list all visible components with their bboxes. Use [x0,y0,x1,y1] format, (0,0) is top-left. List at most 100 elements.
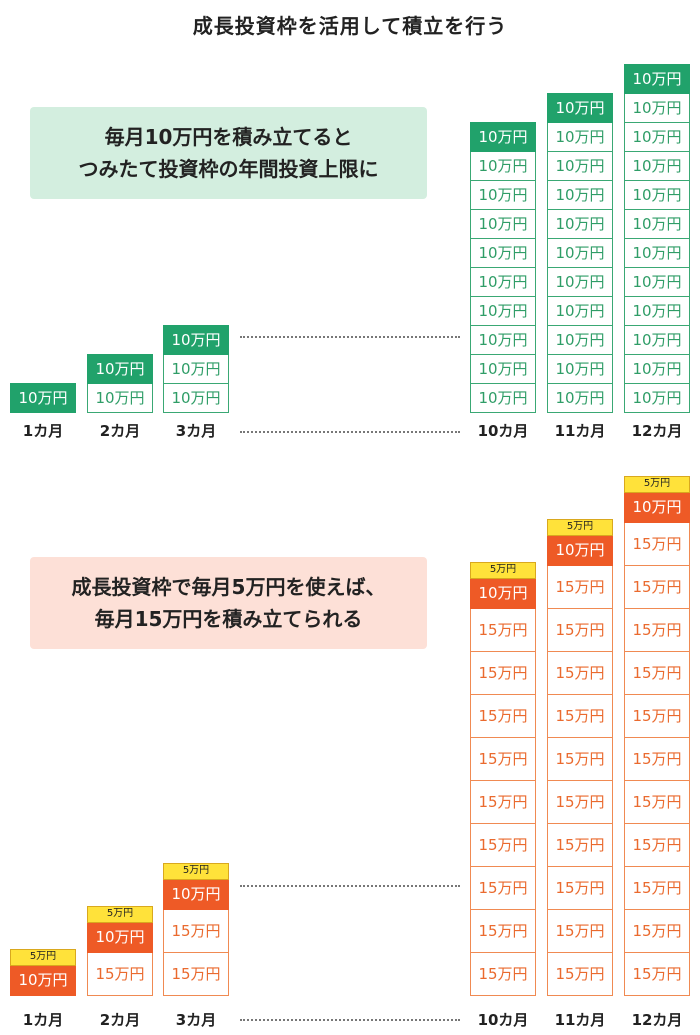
top-callout: 毎月10万円を積み立てると つみたて投資枠の年間投資上限に [30,107,427,199]
bottom-callout-line-2: 毎月15万円を積み立てられる [94,607,363,631]
orange-top-cell: 10万円 [87,922,153,953]
green-cell: 10万円 [547,238,613,268]
top-ellipsis-dots [240,336,460,338]
orange-top-cell: 10万円 [10,965,76,996]
green-cell: 10万円 [470,383,536,413]
orange-cell: 15万円 [547,823,613,867]
green-cell: 10万円 [624,296,690,326]
green-top-cell: 10万円 [547,93,613,123]
green-cell: 10万円 [470,180,536,210]
bottom-ellipsis-dots [240,885,460,887]
diagram-title: 成長投資枠を活用して積立を行う [192,14,508,38]
orange-cell: 15万円 [547,565,613,609]
month-label-4: 11カ月 [554,422,606,440]
green-top-cell: 10万円 [163,325,229,355]
orange-cell: 15万円 [547,952,613,996]
green-cell: 10万円 [624,383,690,413]
green-cell: 10万円 [470,325,536,355]
orange-top-cell: 10万円 [547,535,613,566]
green-cell: 10万円 [163,383,229,413]
orange-cell: 15万円 [624,565,690,609]
yellow-bar: 5万円 [163,863,229,880]
orange-cell: 15万円 [624,651,690,695]
top-month-ellipsis-dots [240,431,460,433]
month-label-1: 2カ月 [99,422,141,440]
green-cell: 10万円 [470,151,536,181]
orange-cell: 15万円 [547,651,613,695]
orange-cell: 15万円 [547,780,613,824]
green-cell: 10万円 [547,325,613,355]
green-cell: 10万円 [624,180,690,210]
month-label-3: 10カ月 [477,1011,529,1029]
yellow-bar: 5万円 [10,949,76,966]
green-top-cell: 10万円 [87,354,153,384]
green-cell: 10万円 [470,209,536,239]
month-label-0: 1カ月 [22,1011,64,1029]
orange-cell: 15万円 [470,866,536,910]
green-cell: 10万円 [547,267,613,297]
orange-cell: 15万円 [470,780,536,824]
green-cell: 10万円 [470,354,536,384]
month-label-2: 3カ月 [175,422,217,440]
orange-top-cell: 10万円 [470,578,536,609]
green-cell: 10万円 [470,296,536,326]
green-top-cell: 10万円 [10,383,76,413]
orange-cell: 15万円 [470,737,536,781]
green-cell: 10万円 [624,267,690,297]
month-label-4: 11カ月 [554,1011,606,1029]
orange-cell: 15万円 [470,651,536,695]
month-label-3: 10カ月 [477,422,529,440]
orange-cell: 15万円 [624,737,690,781]
orange-cell: 15万円 [624,608,690,652]
orange-cell: 15万円 [163,952,229,996]
orange-cell: 15万円 [470,952,536,996]
green-cell: 10万円 [470,267,536,297]
green-cell: 10万円 [470,238,536,268]
orange-cell: 15万円 [624,694,690,738]
green-top-cell: 10万円 [624,64,690,94]
orange-cell: 15万円 [547,909,613,953]
yellow-bar: 5万円 [624,476,690,493]
green-cell: 10万円 [547,180,613,210]
orange-cell: 15万円 [163,909,229,953]
green-cell: 10万円 [547,296,613,326]
orange-cell: 15万円 [547,694,613,738]
orange-cell: 15万円 [624,522,690,566]
green-top-cell: 10万円 [470,122,536,152]
orange-cell: 15万円 [87,952,153,996]
green-cell: 10万円 [547,122,613,152]
orange-cell: 15万円 [624,909,690,953]
month-label-0: 1カ月 [22,422,64,440]
month-label-2: 3カ月 [175,1011,217,1029]
green-cell: 10万円 [163,354,229,384]
month-label-1: 2カ月 [99,1011,141,1029]
orange-cell: 15万円 [624,823,690,867]
orange-top-cell: 10万円 [163,879,229,910]
bottom-callout-line-1: 成長投資枠で毎月5万円を使えば、 [71,575,386,599]
top-callout-line-1: 毎月10万円を積み立てると [104,125,353,149]
orange-cell: 15万円 [624,866,690,910]
orange-cell: 15万円 [470,608,536,652]
green-cell: 10万円 [547,151,613,181]
orange-cell: 15万円 [547,608,613,652]
green-cell: 10万円 [624,209,690,239]
yellow-bar: 5万円 [547,519,613,536]
green-cell: 10万円 [624,325,690,355]
green-cell: 10万円 [624,122,690,152]
month-label-5: 12カ月 [631,1011,683,1029]
orange-cell: 15万円 [547,866,613,910]
green-cell: 10万円 [624,93,690,123]
month-label-5: 12カ月 [631,422,683,440]
orange-cell: 15万円 [624,952,690,996]
bottom-month-ellipsis-dots [240,1019,460,1021]
orange-cell: 15万円 [547,737,613,781]
green-cell: 10万円 [624,238,690,268]
green-cell: 10万円 [547,354,613,384]
green-cell: 10万円 [547,209,613,239]
orange-top-cell: 10万円 [624,492,690,523]
yellow-bar: 5万円 [87,906,153,923]
orange-cell: 15万円 [470,694,536,738]
green-cell: 10万円 [547,383,613,413]
orange-cell: 15万円 [470,909,536,953]
bottom-callout: 成長投資枠で毎月5万円を使えば、 毎月15万円を積み立てられる [30,557,427,649]
